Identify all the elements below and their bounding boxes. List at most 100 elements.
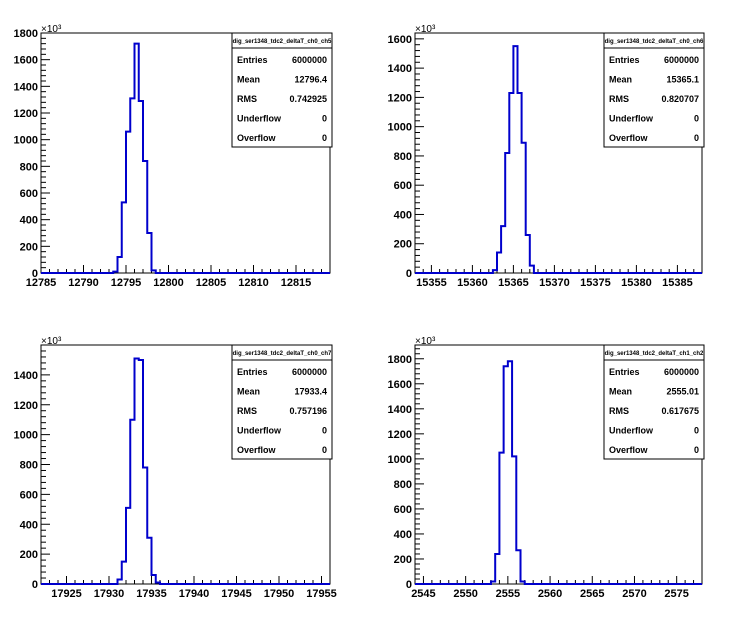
y-tick-label: 1000 <box>14 430 38 442</box>
x-tick-label: 15370 <box>539 277 570 289</box>
x-tick-label: 2570 <box>622 588 646 600</box>
stat-value: 0 <box>322 133 327 143</box>
y-axis-multiplier: ×10³ <box>415 336 436 347</box>
x-tick-label: 17935 <box>136 588 167 600</box>
stat-value: 12796.4 <box>294 75 327 85</box>
stat-label: Mean <box>237 75 260 85</box>
y-tick-label: 0 <box>406 268 412 280</box>
y-axis-multiplier: ×10³ <box>41 24 62 35</box>
y-tick-label: 1400 <box>388 404 412 416</box>
y-tick-label: 1000 <box>14 135 38 147</box>
x-tick-label: 15385 <box>662 277 693 289</box>
x-tick-label: 2575 <box>664 588 688 600</box>
y-tick-label: 1600 <box>388 34 412 46</box>
x-tick-label: 12805 <box>196 277 227 289</box>
stat-label: Underflow <box>237 114 282 124</box>
histogram-title: dig_ser1348_tdc2_deltaT_ch1_ch2 <box>605 351 704 357</box>
y-tick-label: 400 <box>394 209 412 221</box>
histogram-pad-3: 17925 17930 17935 17940 17945 17950 17955 0 200 4… <box>14 336 337 600</box>
y-tick-label: 1400 <box>14 81 38 93</box>
y-tick-label: 1600 <box>14 55 38 67</box>
stat-label: Underflow <box>237 426 282 436</box>
stat-value: 15365.1 <box>666 75 699 85</box>
y-tick-label: 800 <box>20 161 38 173</box>
y-tick-label: 400 <box>394 529 412 541</box>
stat-value: 0 <box>694 114 699 124</box>
y-tick-label: 200 <box>394 239 412 251</box>
x-tick-label: 17940 <box>179 588 210 600</box>
stat-label: Overflow <box>237 133 277 143</box>
stats-box-frame <box>603 344 705 460</box>
x-tick-label: 12785 <box>26 277 57 289</box>
y-axis-multiplier: ×10³ <box>415 24 436 35</box>
stat-label: Underflow <box>609 114 654 124</box>
y-tick-label: 1800 <box>14 28 38 40</box>
stat-value: 6000000 <box>292 55 327 65</box>
histogram-pad-2: 15355 15360 15365 15370 15375 15380 15385 0 200 4… <box>388 24 705 289</box>
stat-value: 0 <box>322 426 327 436</box>
y-tick-label: 1800 <box>388 354 412 366</box>
stat-label: Overflow <box>237 445 277 455</box>
y-tick-label: 0 <box>406 579 412 591</box>
stat-label: Mean <box>609 387 632 397</box>
stat-label: Entries <box>609 367 640 377</box>
histogram-title: dig_ser1348_tdc2_deltaT_ch0_ch7 <box>233 351 332 357</box>
stat-label: Mean <box>609 75 632 85</box>
x-tick-label: 15380 <box>621 277 652 289</box>
stat-label: RMS <box>609 94 629 104</box>
stat-value: 0 <box>694 426 699 436</box>
y-tick-label: 1200 <box>14 108 38 120</box>
stat-value: 0.757196 <box>289 406 327 416</box>
stat-value: 6000000 <box>664 367 699 377</box>
y-tick-label: 200 <box>394 554 412 566</box>
y-tick-label: 600 <box>20 489 38 501</box>
x-tick-label: 2555 <box>496 588 520 600</box>
y-tick-label: 0 <box>32 268 38 280</box>
y-tick-label: 1200 <box>388 92 412 104</box>
stats-box-frame <box>231 344 333 460</box>
y-tick-label: 800 <box>394 151 412 163</box>
x-tick-label: 17930 <box>94 588 125 600</box>
x-tick-label: 12810 <box>238 277 269 289</box>
x-tick-label: 15365 <box>498 277 529 289</box>
stat-label: RMS <box>237 94 257 104</box>
histogram-pad-4: 2545 2550 2555 2560 2565 2570 2575 0 200 400 600 80… <box>388 336 705 600</box>
stat-value: 6000000 <box>292 367 327 377</box>
y-tick-label: 1200 <box>388 429 412 441</box>
stat-value: 0.617675 <box>661 406 699 416</box>
stat-value: 0.820707 <box>661 94 699 104</box>
y-tick-label: 1400 <box>388 63 412 75</box>
stats-box: dig_ser1348_tdc2_deltaT_ch0_ch5 Entries 60… <box>231 32 333 148</box>
y-tick-label: 600 <box>394 180 412 192</box>
y-tick-label: 600 <box>20 188 38 200</box>
histogram-line <box>41 42 330 274</box>
stats-box: dig_ser1348_tdc2_deltaT_ch0_ch7 Entries 60… <box>231 344 333 460</box>
y-tick-label: 1600 <box>388 379 412 391</box>
x-tick-label: 2550 <box>453 588 477 600</box>
stat-label: Overflow <box>609 445 649 455</box>
y-tick-label: 1400 <box>14 370 38 382</box>
y-tick-label: 1000 <box>388 122 412 134</box>
y-tick-label: 600 <box>394 504 412 516</box>
stat-value: 0.742925 <box>289 94 327 104</box>
stats-box: dig_ser1348_tdc2_deltaT_ch0_ch6 Entries 60… <box>603 32 705 148</box>
y-tick-label: 400 <box>20 215 38 227</box>
y-tick-label: 1000 <box>388 454 412 466</box>
y-tick-label: 800 <box>20 460 38 472</box>
y-axis-multiplier: ×10³ <box>41 336 62 347</box>
stat-label: Underflow <box>609 426 654 436</box>
stat-label: RMS <box>237 406 257 416</box>
stat-label: Mean <box>237 387 260 397</box>
y-tick-label: 0 <box>32 579 38 591</box>
x-tick-label: 2545 <box>411 588 435 600</box>
stat-label: RMS <box>609 406 629 416</box>
x-tick-label: 15355 <box>416 277 447 289</box>
histogram-line <box>415 45 702 274</box>
y-tick-label: 1200 <box>14 400 38 412</box>
x-tick-label: 2565 <box>580 588 604 600</box>
x-tick-label: 17955 <box>306 588 337 600</box>
stats-box-frame <box>603 32 705 148</box>
stat-value: 2555.01 <box>666 387 699 397</box>
histogram-title: dig_ser1348_tdc2_deltaT_ch0_ch5 <box>233 39 332 45</box>
